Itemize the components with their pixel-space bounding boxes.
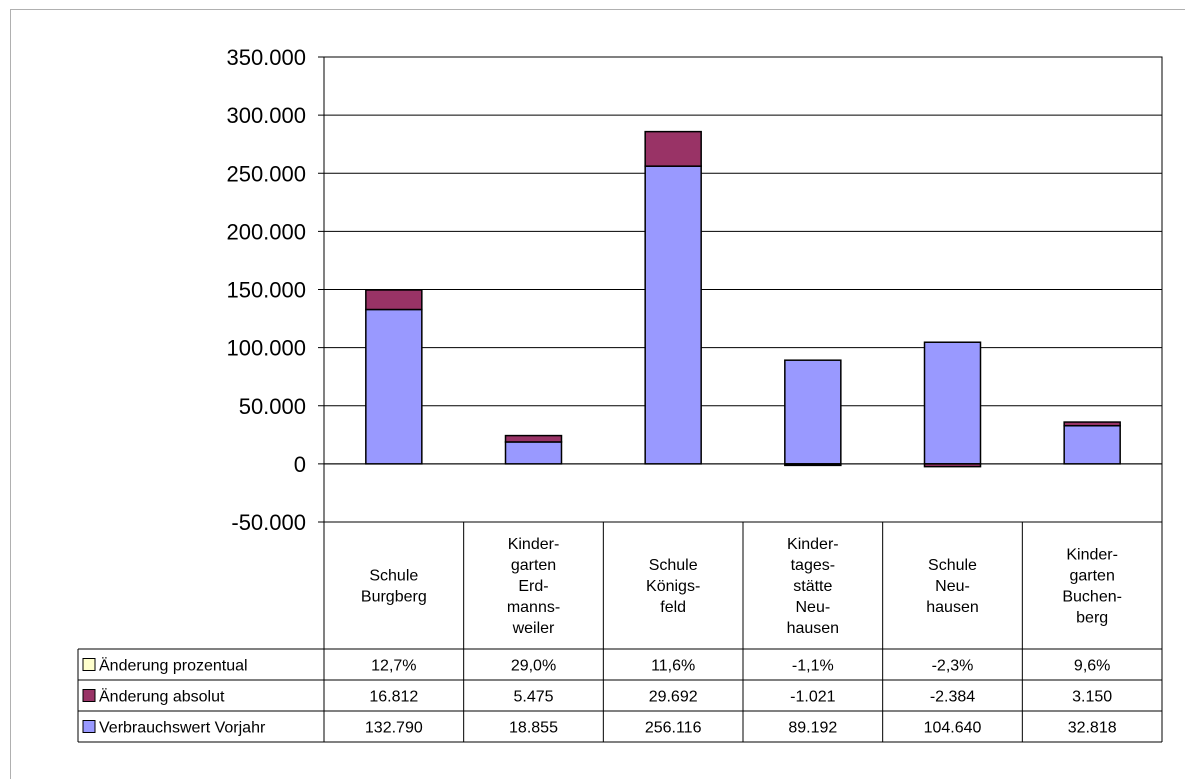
category-label: Kinder-tages-stätte Neu-hausen [787, 536, 840, 637]
y-tick-label: 350.000 [226, 45, 306, 70]
y-tick-label: 200.000 [226, 219, 306, 244]
table-cell-value: 89.192 [788, 720, 837, 737]
table-cell-value: 132.790 [365, 720, 423, 737]
bar-segment [1063, 424, 1121, 465]
category-label: Schule Burgberg [361, 568, 427, 606]
table-cell-value: -2,3% [932, 658, 974, 675]
y-tick-label: -50.000 [231, 510, 306, 535]
y-tick-label: 300.000 [226, 103, 306, 128]
y-tick-label: 250.000 [226, 161, 306, 186]
table-cell-value: -1,1% [792, 658, 834, 675]
table-cell-value: 29,0% [511, 658, 556, 675]
category-label: Kinder-garten Erd-manns-weiler [507, 536, 560, 637]
y-tick-label: 100.000 [226, 336, 306, 361]
table-cell-value: 11,6% [651, 658, 695, 675]
table-cell-value: 256.116 [645, 720, 702, 737]
category-label: Schule Neu-hausen [926, 557, 979, 616]
table-cell-value: 12,7% [371, 658, 416, 675]
legend-label: Verbrauchswert Vorjahr [99, 720, 266, 737]
table-cell-value: 3.150 [1072, 689, 1112, 706]
y-tick-label: 150.000 [226, 278, 306, 303]
bar-segment [504, 441, 563, 465]
table-cell-value: 18.855 [509, 720, 558, 737]
table-cell-value: 104.640 [924, 720, 982, 737]
table-cell-value: 32.818 [1068, 720, 1117, 737]
bar-segment [365, 289, 423, 311]
bar-segment [504, 434, 563, 443]
bar-segment [644, 130, 702, 167]
bar-segment [644, 165, 702, 465]
bar-segment [365, 308, 423, 465]
legend-swatch [82, 658, 96, 671]
table-cell-value: 5.475 [513, 689, 553, 706]
legend-swatch [82, 720, 96, 733]
legend-label: Änderung prozentual [99, 657, 248, 675]
legend-swatch [82, 689, 96, 702]
table-cell-value: -2.384 [930, 689, 975, 706]
y-tick-label: 0 [294, 452, 306, 477]
legend-label: Änderung absolut [99, 688, 225, 706]
table-cell-value: 9,6% [1074, 658, 1110, 675]
bar-segment [923, 341, 982, 465]
y-tick-label: 50.000 [239, 394, 306, 419]
chart-frame [10, 9, 1185, 779]
bar-segment [784, 359, 842, 465]
category-label: Schule Königs-feld [646, 557, 700, 616]
table-cell-value: -1.021 [790, 689, 835, 706]
table-cell-value: 16.812 [369, 689, 418, 706]
table-cell-value: 29.692 [649, 689, 698, 706]
bar-segment [1063, 421, 1121, 427]
category-label: Kinder-garten Buchen-berg [1062, 547, 1122, 627]
